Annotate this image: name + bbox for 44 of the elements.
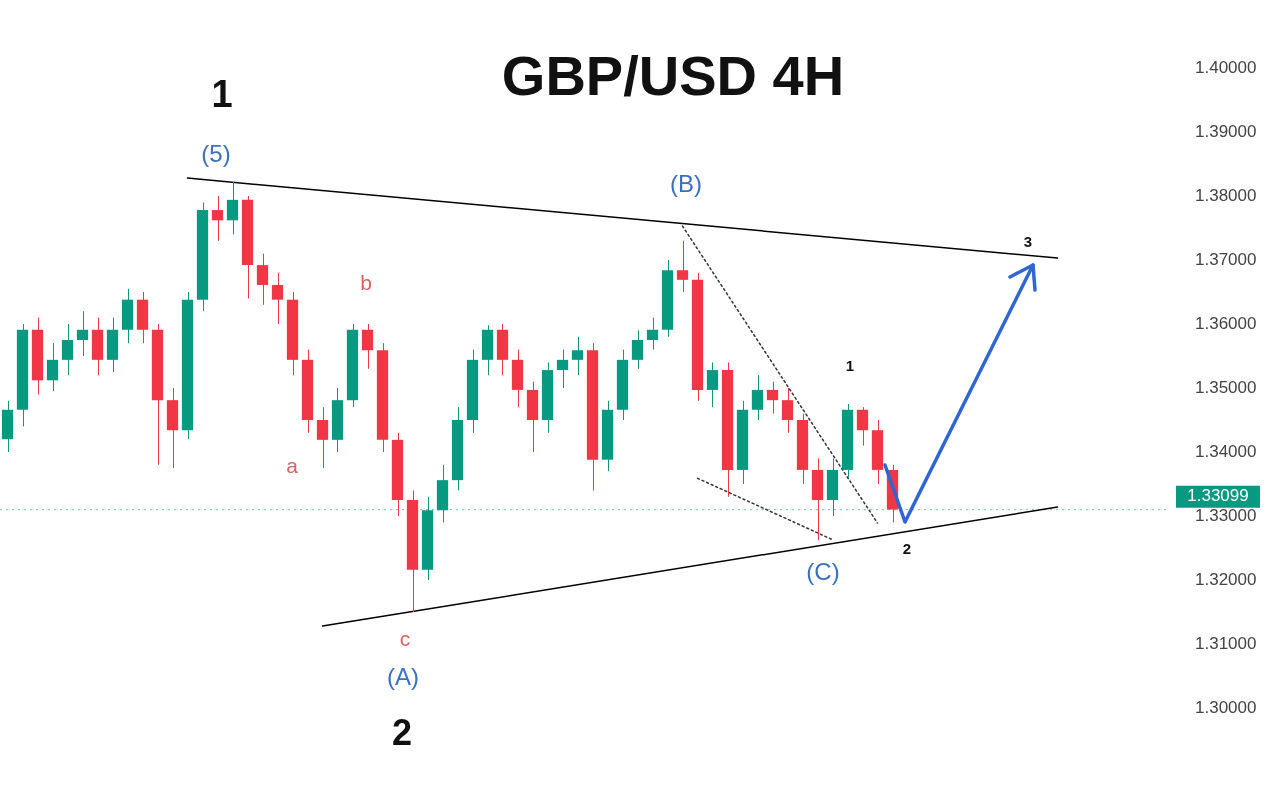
y-tick-label: 1.36000 — [1195, 313, 1257, 333]
annotation: (B) — [670, 169, 702, 197]
y-tick-label: 1.38000 — [1195, 185, 1257, 205]
candlestick — [226, 181, 239, 235]
candlestick — [61, 323, 74, 376]
y-tick-label: 1.30000 — [1195, 697, 1257, 717]
annotation: 1 — [845, 357, 855, 375]
annotation: 3 — [1023, 233, 1033, 251]
candlestick — [556, 349, 569, 389]
candlestick — [646, 317, 659, 351]
text: 2 — [391, 711, 413, 753]
candlestick — [781, 387, 794, 434]
y-tick-label: 1.31000 — [1195, 633, 1257, 653]
y-tick-label: 1.37000 — [1195, 249, 1257, 269]
annotation: 1 — [211, 73, 233, 116]
y-tick-label: 1.39000 — [1195, 121, 1257, 141]
y-tick-label: 1.32000 — [1195, 569, 1257, 589]
candlestick — [76, 310, 89, 357]
candlestick — [631, 329, 644, 370]
annotation: (C) — [806, 557, 840, 585]
candlestick — [361, 323, 374, 370]
candlestick — [676, 240, 689, 293]
candlestick — [706, 361, 719, 408]
candlestick — [211, 195, 224, 242]
y-tick-label: 1.35000 — [1195, 377, 1257, 397]
candlestick — [571, 336, 584, 376]
annotation: b — [360, 270, 372, 294]
annotation: 2 — [902, 540, 912, 558]
candlestick — [856, 406, 869, 447]
chart-title: GBP/USD 4H — [501, 44, 845, 108]
candlestick — [751, 374, 764, 421]
candlestick — [316, 406, 329, 469]
annotation: (A) — [387, 662, 419, 690]
y-tick-label: 1.34000 — [1195, 441, 1257, 461]
annotation: c — [399, 626, 411, 650]
y-tick-label: 1.33000 — [1195, 505, 1257, 525]
candlestick — [46, 342, 59, 392]
ref-line-label: 1.33099 — [1187, 486, 1249, 506]
y-tick-label: 1.40000 — [1195, 57, 1257, 77]
candlestick — [766, 381, 779, 415]
candlestick — [271, 272, 284, 325]
annotation: (5) — [201, 139, 231, 167]
annotation: a — [286, 453, 299, 477]
candlestick — [256, 253, 269, 306]
